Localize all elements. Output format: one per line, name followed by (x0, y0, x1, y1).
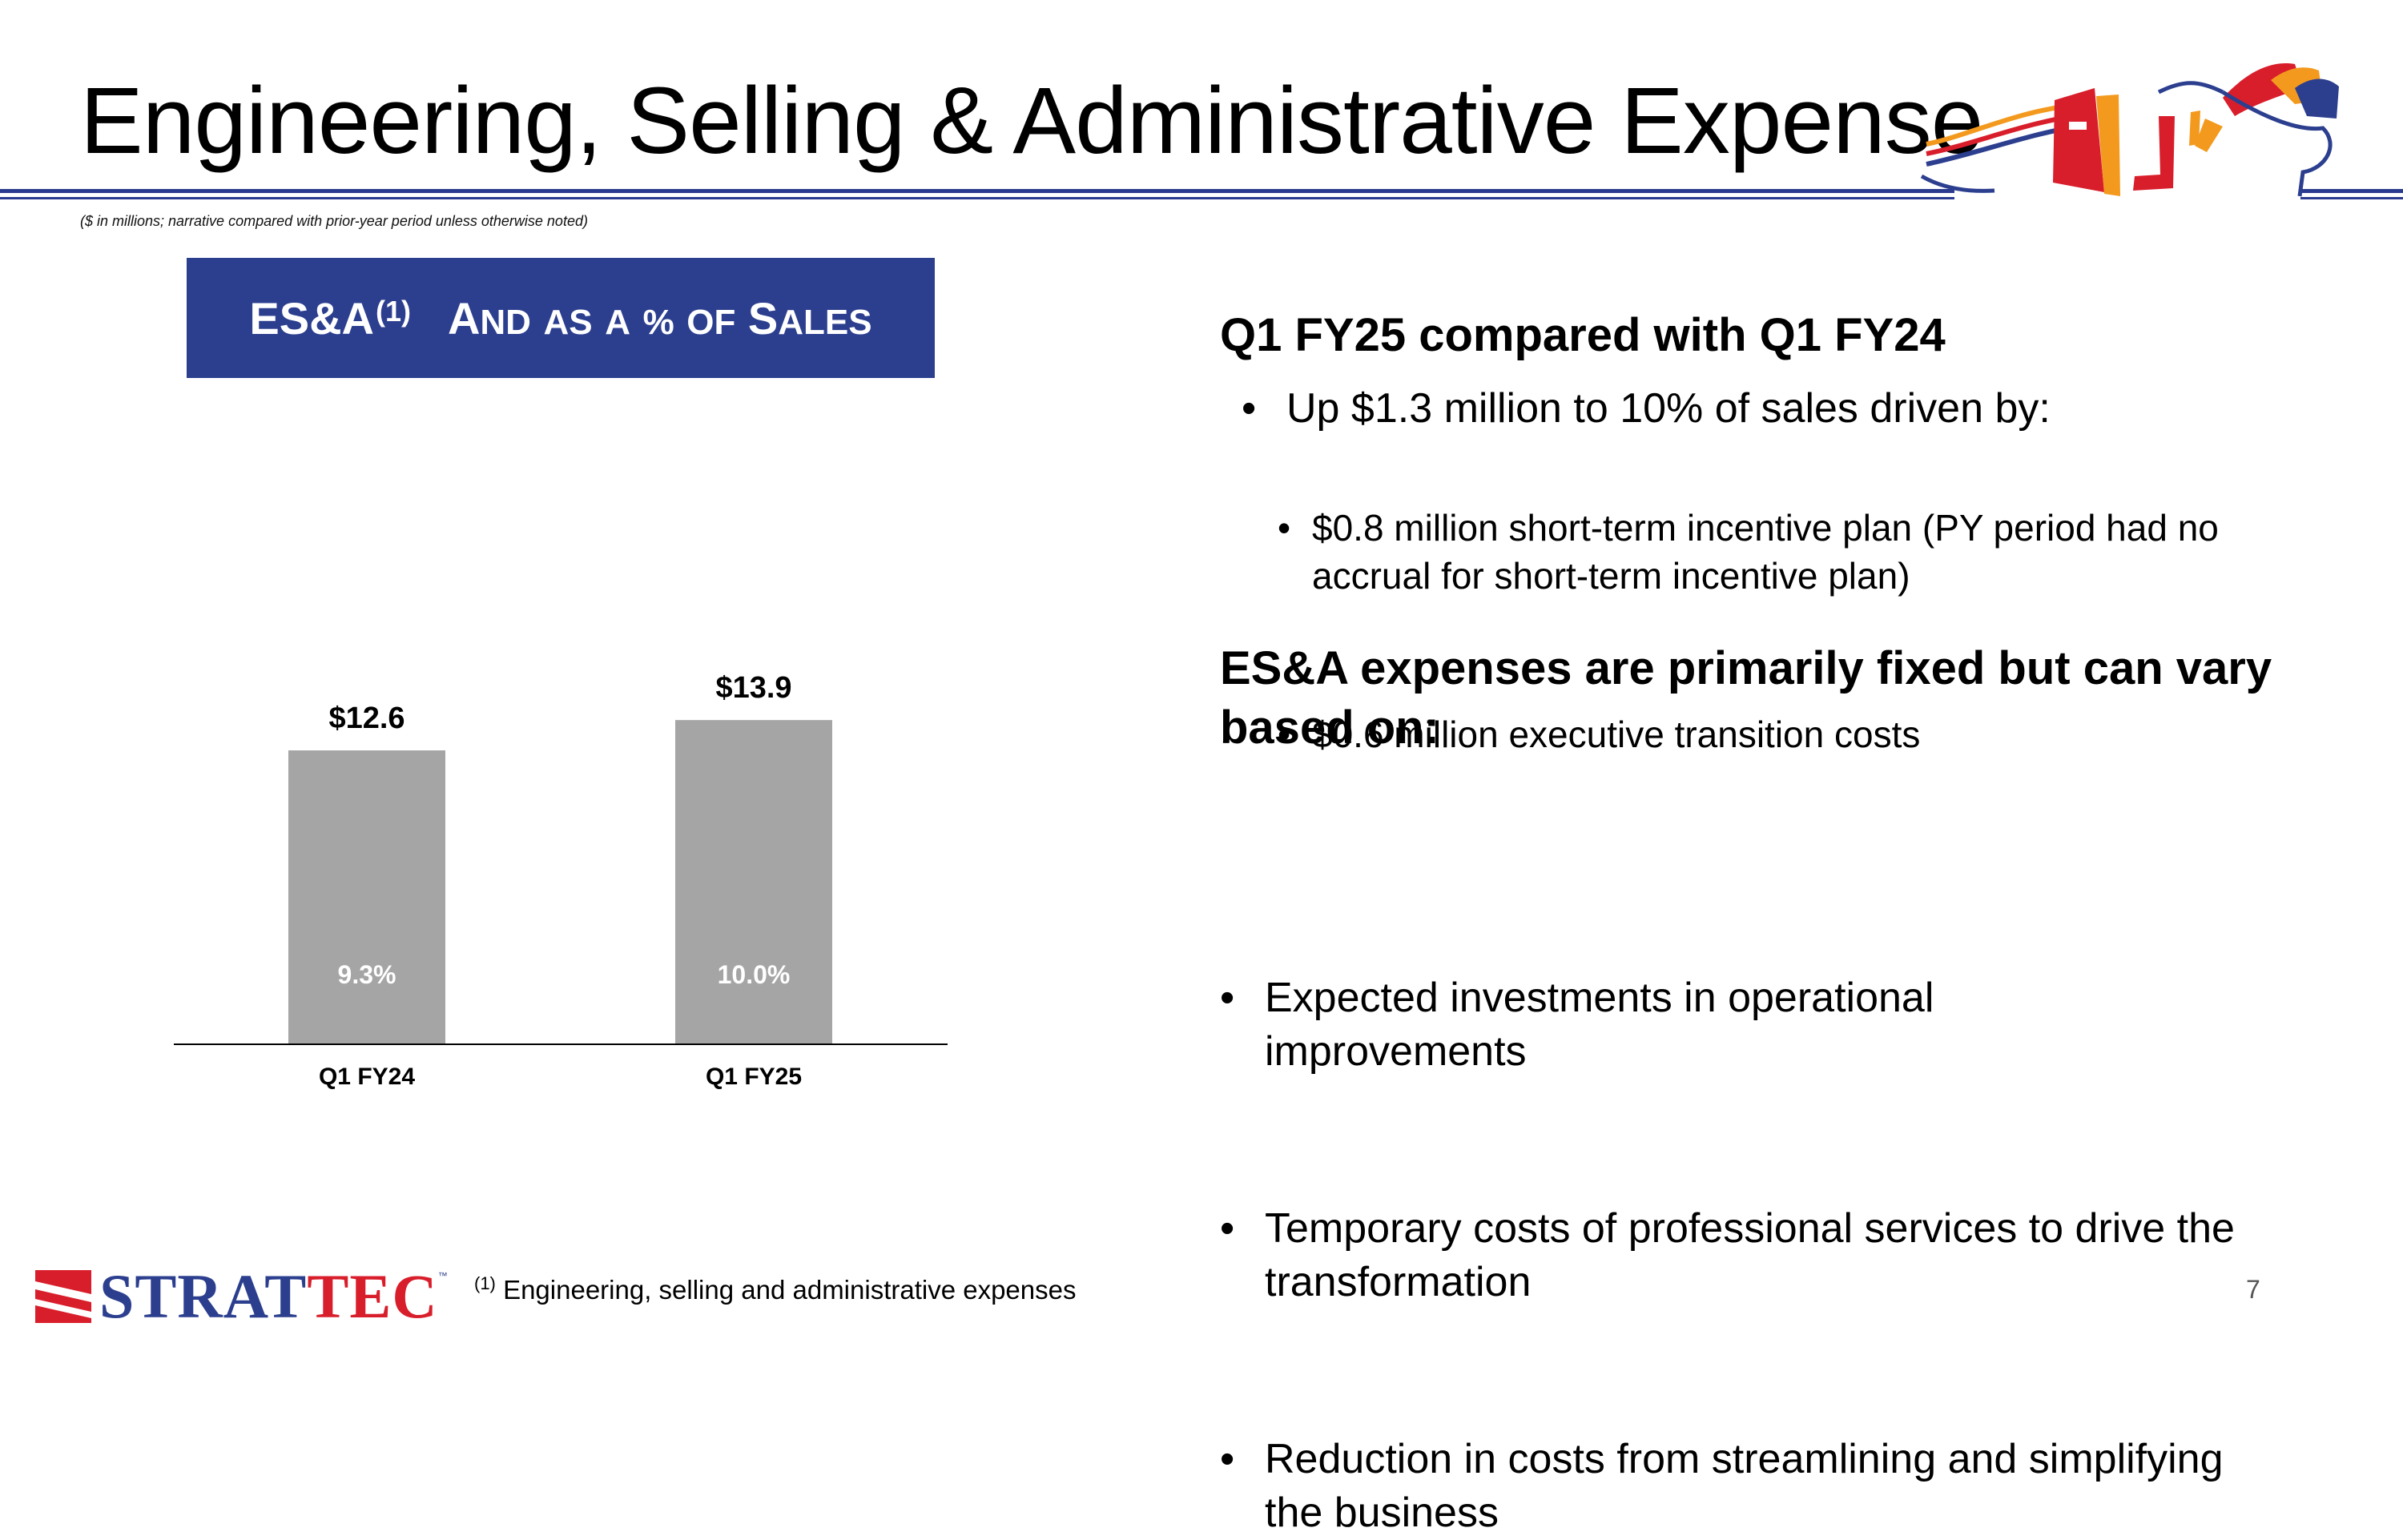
strattec-s-mark-icon (35, 1270, 91, 1323)
esa-bar-chart: $12.6 9.3% Q1 FY24 $13.9 10.0% Q1 FY25 (174, 671, 948, 1090)
factor-streamlining: Reduction in costs from streamlining and… (1220, 1433, 2226, 1540)
units-note: ($ in millions; narrative compared with … (80, 213, 588, 229)
bar-value-label-0: $12.6 (328, 702, 405, 735)
bar-value-label-1: $13.9 (715, 671, 791, 705)
banner-superscript: (1) (375, 295, 411, 328)
bullet-sales-change: Up $1.3 million to 10% of sales driven b… (1242, 382, 2312, 436)
fixed-costs-heading: ES&A expenses are primarily fixed but ca… (1220, 642, 2272, 754)
x-tick-label-1: Q1 FY25 (706, 1064, 802, 1090)
strattec-wordmark: STRATTEC (99, 1261, 438, 1331)
x-tick-label-0: Q1 FY24 (319, 1064, 415, 1090)
chart-banner: ES&A (1) AND AS A % OF SALES (187, 258, 935, 378)
bar-0 (288, 750, 445, 1044)
car-illustration-icon (1920, 63, 2339, 197)
factor-professional-services: Temporary costs of professional services… (1220, 1202, 2330, 1309)
header-rule-left-lower (0, 197, 1954, 199)
page-number: 7 (2246, 1275, 2260, 1304)
banner-subtitle: AND AS A % OF SALES (447, 292, 872, 344)
bar-pct-label-1: 10.0% (718, 960, 791, 989)
comparison-heading: Q1 FY25 compared with Q1 FY24 (1220, 309, 1946, 361)
header-rule-right-lower (2300, 197, 2403, 199)
bar-1 (675, 720, 832, 1044)
header-rule-right (2300, 189, 2403, 193)
sub-bullet-incentive: $0.8 million short-term incentive plan (… (1278, 504, 2297, 600)
slide-title: Engineering, Selling & Administrative Ex… (80, 68, 1983, 174)
footnote-mark: (1) (474, 1273, 496, 1293)
factor-investments: Expected investments in operational impr… (1220, 971, 2066, 1079)
strattec-logo: STRATTEC ™ (35, 1265, 448, 1328)
trademark-mark: ™ (437, 1270, 448, 1281)
sub-bullet-transition: $0.6 million executive transition costs (1278, 710, 2297, 758)
footnote: (1) Engineering, selling and administrat… (474, 1273, 1077, 1305)
bar-pct-label-0: 9.3% (338, 960, 396, 989)
header-rule-left (0, 189, 1954, 193)
footnote-text: Engineering, selling and administrative … (503, 1275, 1077, 1305)
banner-main: ES&A (249, 292, 374, 344)
